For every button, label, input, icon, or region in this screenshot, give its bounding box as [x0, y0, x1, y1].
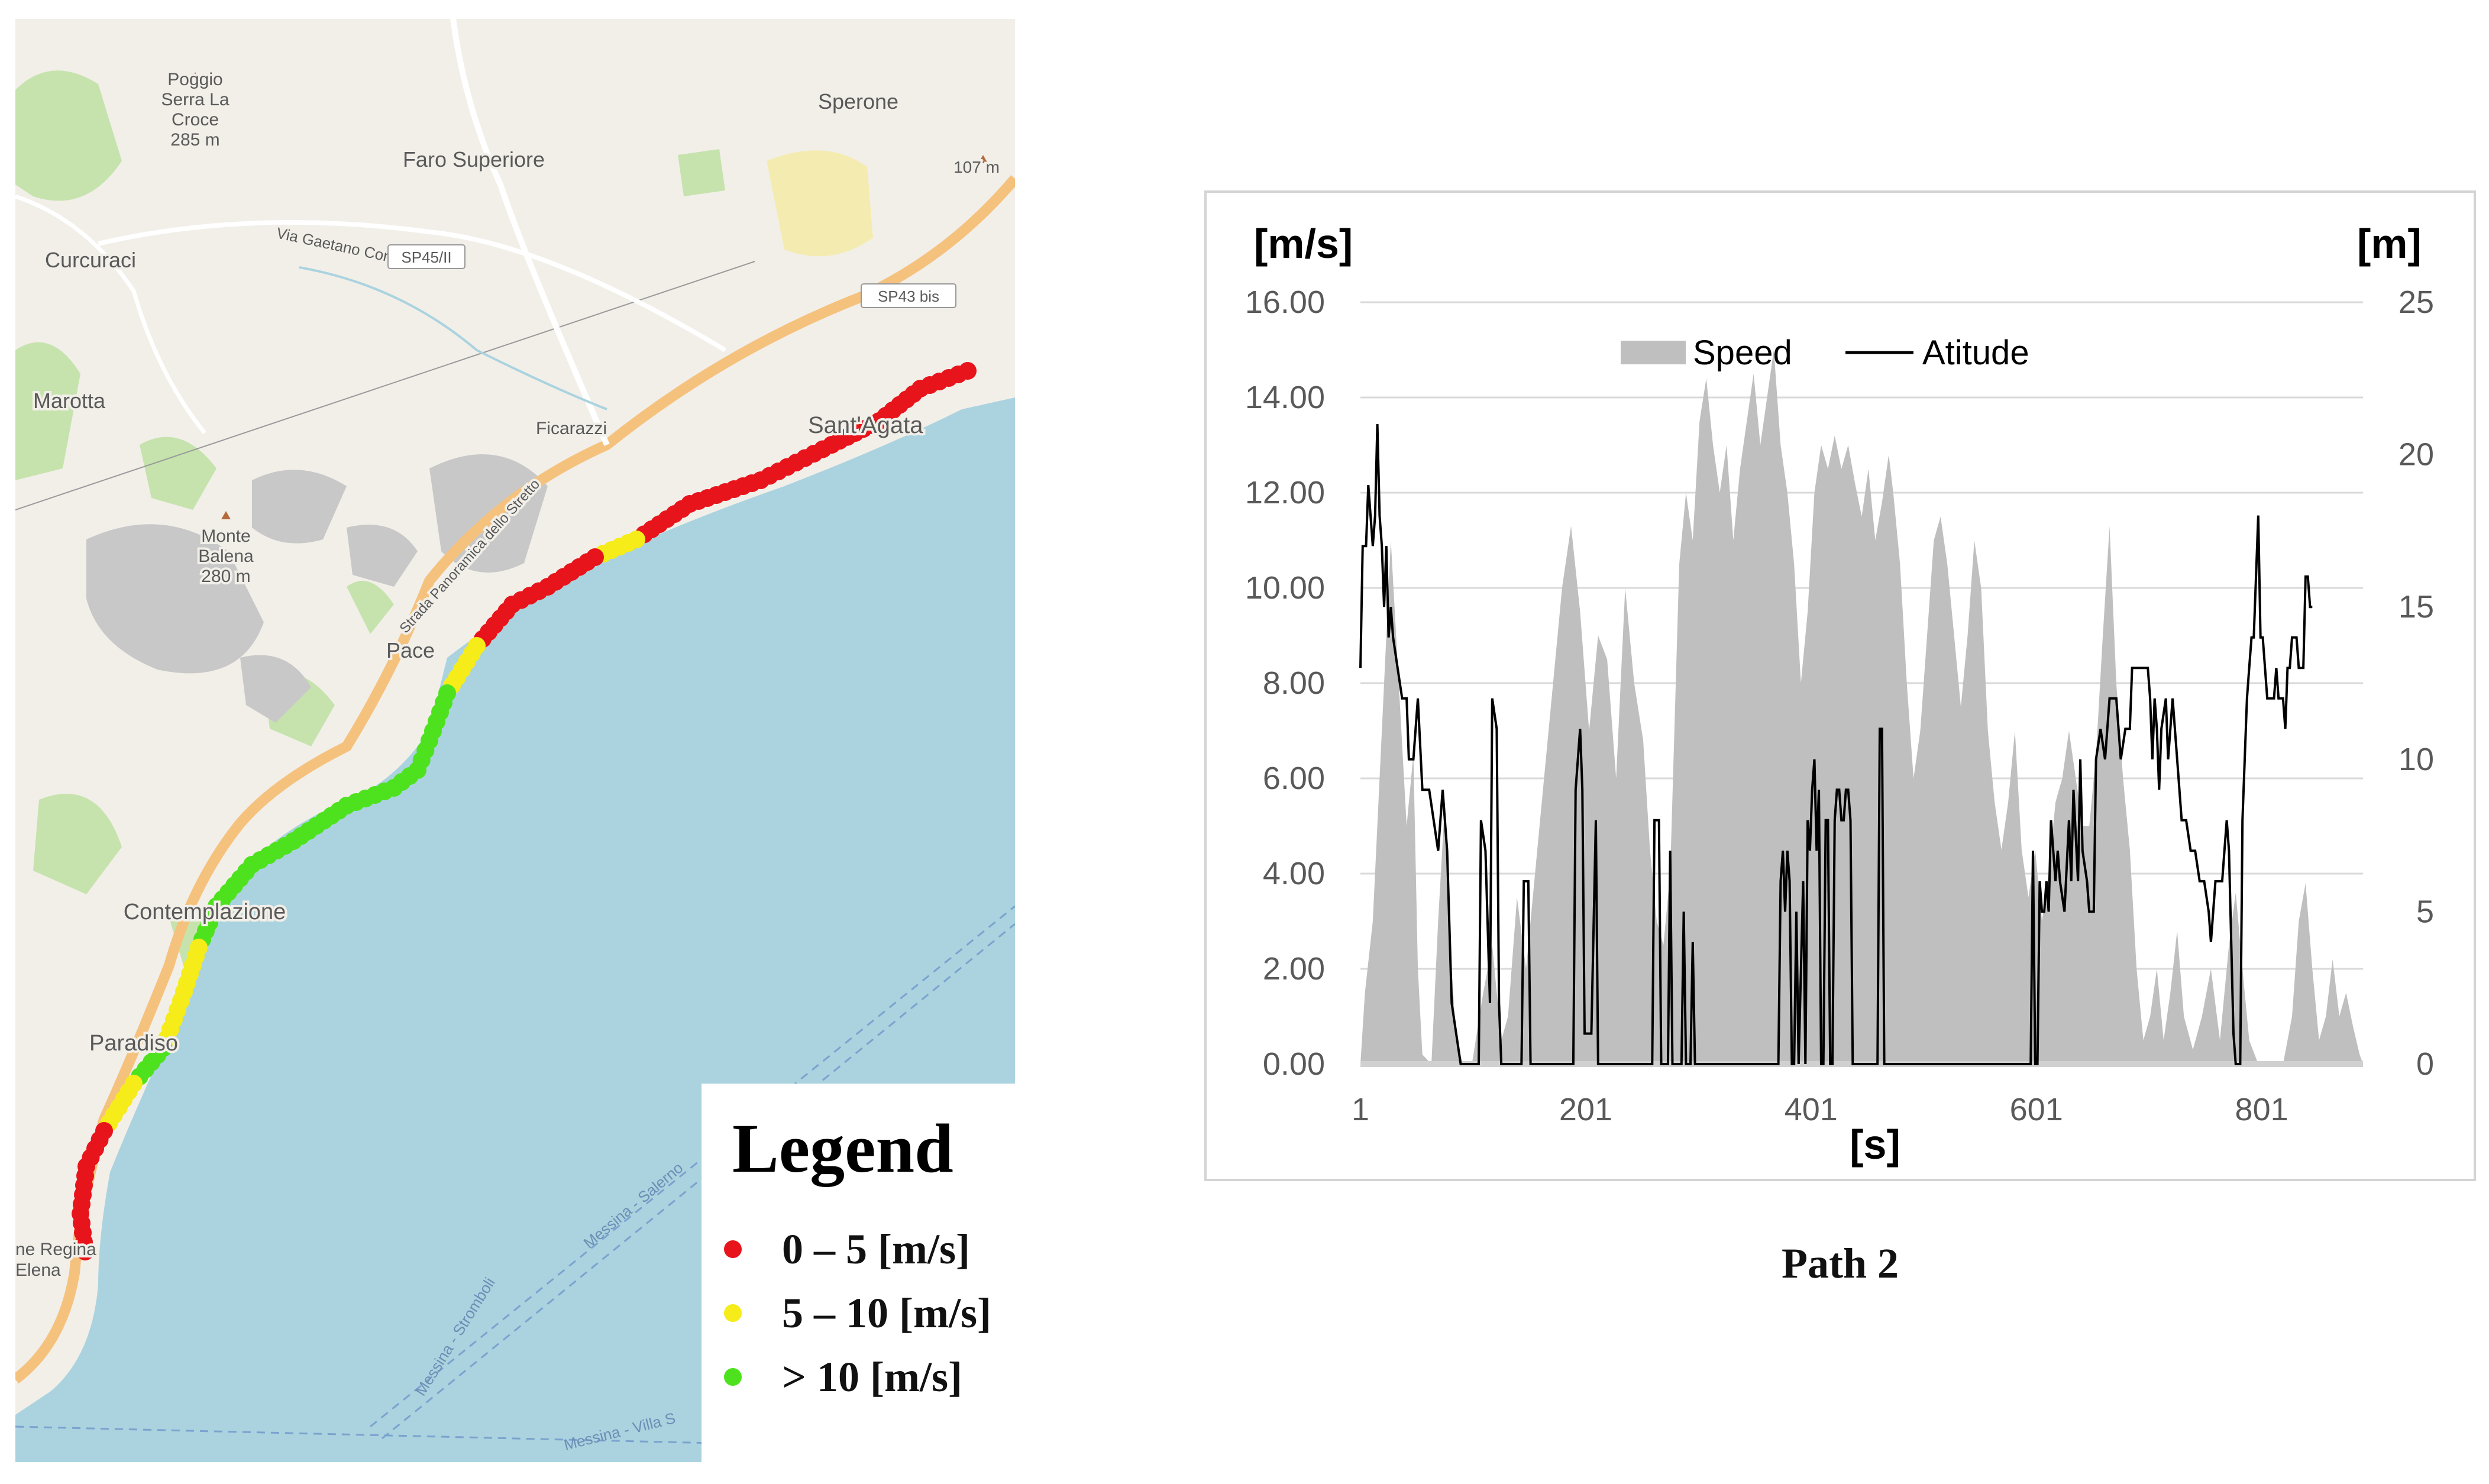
legend-red-dot-icon — [724, 1240, 742, 1258]
legend-item-medium: 5 – 10 [m/s] — [724, 1286, 991, 1340]
y-right-tick-label: 15 — [2399, 589, 2434, 625]
map-label-regina: ne Regina — [15, 1240, 96, 1259]
x-tick-label: 401 — [1785, 1092, 1838, 1127]
altitude-series — [1359, 424, 2313, 1065]
legend-yellow-dot-icon — [724, 1304, 742, 1322]
y-left-tick-label: 16.00 — [1245, 284, 1325, 320]
map-label-faro-superiore: Faro Superiore — [403, 147, 545, 172]
y-right-tick-label: 25 — [2399, 284, 2434, 320]
map-label-balena: Balena — [198, 547, 254, 566]
y-left-tick-label: 6.00 — [1263, 761, 1325, 796]
map-legend: Legend 0 – 5 [m/s] 5 – 10 [m/s] > 10 [m/… — [702, 1084, 1015, 1462]
legend-speed-swatch — [1621, 341, 1686, 364]
y-right-tick-label: 0 — [2416, 1046, 2434, 1082]
x-tick-label: 201 — [1559, 1092, 1612, 1127]
y-left-tick-label: 12.00 — [1245, 475, 1325, 510]
map-label-balena-elevation: 280 m — [201, 567, 250, 586]
boundary-line — [15, 261, 755, 510]
figure-caption: Path 2 — [1782, 1240, 1899, 1287]
road-shield-sp43 — [861, 283, 956, 308]
map-label-poggio-elevation: 285 m — [170, 130, 219, 150]
vegetation-area — [140, 437, 216, 510]
rock-area — [347, 525, 418, 587]
route-map: Poggio Serra La Croce 285 m Faro Superio… — [12, 18, 1019, 1462]
peak-icon — [190, 72, 200, 80]
y-right-tick-label: 20 — [2399, 437, 2434, 473]
legend-green-dot-icon — [724, 1368, 742, 1386]
road-shield-sp45 — [387, 244, 466, 269]
residential-area — [767, 150, 873, 257]
y-left-tick-label: 14.00 — [1245, 380, 1325, 415]
vegetation-area — [15, 70, 122, 201]
speed-altitude-chart: [m/s] [m] [s] 0.00 2.00 4.00 6.00 8.00 10.00 1… — [1204, 190, 2476, 1181]
y-right-tick-label: 10 — [2399, 742, 2434, 777]
y-left-tick-label: 8.00 — [1263, 665, 1325, 701]
map-label-poggio: Poggio — [167, 70, 222, 89]
map-label-monte: Monte — [201, 526, 250, 546]
legend-altitude-label: Atitude — [1922, 334, 2029, 372]
map-label-marotta: Marotta — [33, 389, 106, 413]
map-label-contemplazione: Contemplazione — [124, 900, 286, 924]
vegetation-area — [678, 149, 725, 196]
legend-item-fast: > 10 [m/s] — [724, 1350, 962, 1404]
y-left-tick-label: 10.00 — [1245, 570, 1325, 606]
rock-area — [86, 524, 264, 674]
route-point — [76, 1243, 94, 1260]
speed-area — [1360, 350, 2363, 1064]
y-left-tick-label: 4.00 — [1263, 856, 1325, 891]
peak-icon — [978, 155, 988, 163]
x-tick-label: 601 — [2010, 1092, 2063, 1127]
vegetation-area — [15, 342, 80, 480]
x-axis-label: [s] — [1850, 1121, 1900, 1168]
legend-label-fast: > 10 [m/s] — [782, 1353, 962, 1401]
map-label-paradiso: Paradiso — [89, 1031, 178, 1056]
map-label-sp43: SP43 bis — [878, 287, 939, 305]
river — [299, 266, 607, 410]
secondary-road — [450, 18, 610, 447]
legend-title: Legend — [732, 1110, 953, 1187]
y-right-unit-label: [m] — [2357, 221, 2422, 267]
map-label-croce: Croce — [172, 110, 219, 130]
x-tick-label: 801 — [2235, 1092, 2288, 1127]
map-label-pace: Pace — [386, 638, 435, 662]
map-label-sp45: SP45/II — [401, 248, 451, 266]
legend-label-medium: 5 – 10 [m/s] — [782, 1289, 991, 1337]
vegetation-area — [347, 581, 394, 634]
peak-icon — [221, 511, 231, 519]
map-label-107m: 107 m — [953, 158, 1000, 176]
map-label-elena: Elena — [15, 1260, 61, 1280]
map-label-sperone: Sperone — [818, 89, 898, 114]
rock-area — [240, 655, 311, 723]
secondary-road — [14, 194, 206, 435]
ferry-route — [382, 923, 1016, 1440]
chart-svg: [m/s] [m] [s] 0.00 2.00 4.00 6.00 8.00 10.00 1… — [1245, 221, 2434, 1168]
altitude-line — [1359, 424, 2313, 1065]
map-label-curcuraci: Curcuraci — [45, 248, 136, 272]
map-label-serra: Serra La — [161, 90, 229, 109]
legend-item-slow: 0 – 5 [m/s] — [724, 1223, 970, 1276]
route-speed-points — [72, 362, 977, 1260]
rock-area — [252, 470, 347, 544]
legend-label-slow: 0 – 5 [m/s] — [782, 1225, 970, 1273]
y-left-tick-label: 2.00 — [1263, 951, 1325, 987]
vegetation-area — [33, 794, 122, 894]
ferry-route — [370, 905, 1016, 1428]
map-label-ficarazzi: Ficarazzi — [536, 419, 607, 438]
y-left-unit-label: [m/s] — [1254, 221, 1353, 267]
secondary-road — [98, 220, 727, 353]
speed-series — [1360, 350, 2363, 1067]
x-tick-label: 1 — [1352, 1092, 1369, 1127]
map-label-santagata: Sant'Agata — [808, 412, 923, 438]
y-right-tick-label: 5 — [2416, 894, 2434, 929]
legend-speed-label: Speed — [1693, 334, 1792, 372]
y-left-tick-label: 0.00 — [1263, 1046, 1325, 1082]
ferry-route — [15, 1425, 1016, 1451]
axis-ticks: 0.00 2.00 4.00 6.00 8.00 10.00 12.00 14.00 16.00… — [1245, 284, 2434, 1127]
